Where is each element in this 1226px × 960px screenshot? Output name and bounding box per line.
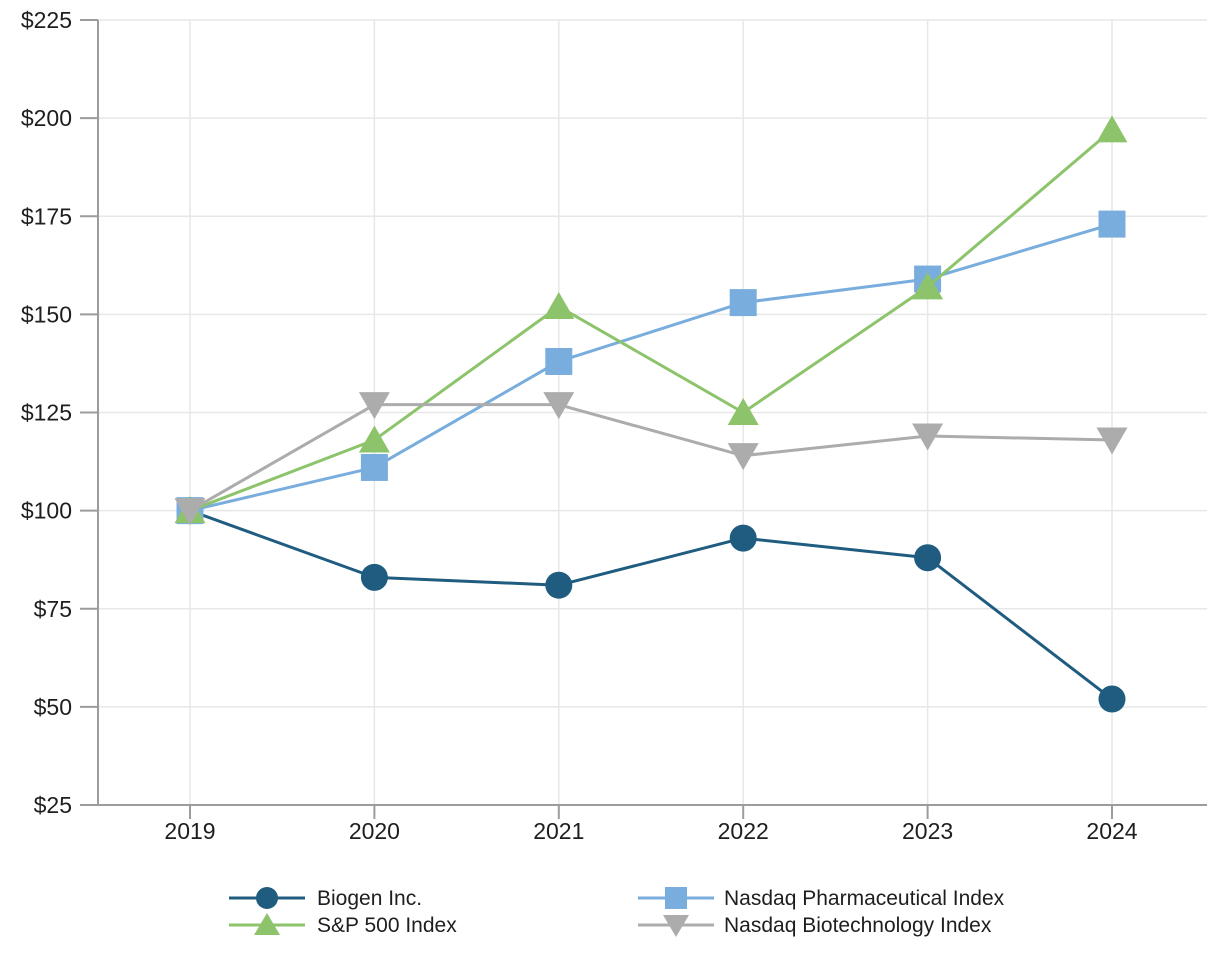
y-tick-label: $100 — [21, 498, 72, 524]
series-marker-s-p-500-index — [358, 425, 390, 453]
series-marker-biogen-inc — [1098, 685, 1126, 713]
y-tick-label: $50 — [34, 694, 72, 720]
series-line-biogen-inc — [189, 509, 1113, 701]
y-tick-label: $200 — [21, 105, 72, 131]
series-marker-s-p-500-index — [543, 292, 575, 320]
x-tick-label: 2021 — [533, 818, 584, 844]
x-tick-label: 2019 — [164, 818, 215, 844]
series-marker-nasdaq-biotechnology-index — [543, 392, 575, 420]
series-marker-nasdaq-biotechnology-index — [1096, 427, 1128, 455]
legend-marker-nasdaq-pharmaceutical-index — [665, 887, 687, 909]
x-tick-label: 2023 — [902, 818, 953, 844]
y-tick-label: $125 — [21, 400, 72, 426]
series-line-nasdaq-pharmaceutical-index — [189, 222, 1113, 513]
series-line-s-p-500-index — [189, 128, 1113, 513]
legend-label-biogen-inc: Biogen Inc. — [317, 887, 422, 910]
series-marker-nasdaq-biotechnology-index — [912, 423, 944, 451]
series-line-nasdaq-biotechnology-index — [189, 403, 1113, 512]
series-marker-nasdaq-biotechnology-index — [358, 392, 390, 420]
legend-marker-s-p-500-index — [254, 913, 280, 935]
y-tick-label: $225 — [21, 7, 72, 33]
series-marker-nasdaq-biotechnology-index — [727, 443, 759, 471]
series-marker-nasdaq-pharmaceutical-index — [729, 289, 757, 317]
series-marker-s-p-500-index — [727, 398, 759, 425]
legend-marker-nasdaq-biotechnology-index — [663, 915, 689, 937]
series-marker-nasdaq-biotechnology-index — [174, 498, 206, 526]
x-tick-label: 2020 — [349, 818, 400, 844]
series-marker-s-p-500-index — [912, 272, 944, 300]
legend-label-nasdaq-biotechnology-index: Nasdaq Biotechnology Index — [724, 914, 992, 937]
x-tick-label: 2022 — [718, 818, 769, 844]
legend-label-nasdaq-pharmaceutical-index: Nasdaq Pharmaceutical Index — [724, 887, 1005, 910]
legend-marker-biogen-inc — [256, 887, 278, 909]
y-tick-label: $150 — [21, 301, 72, 327]
x-tick-label: 2024 — [1086, 818, 1137, 844]
series-marker-nasdaq-pharmaceutical-index — [1098, 210, 1126, 238]
y-tick-label: $175 — [21, 203, 72, 229]
series-marker-biogen-inc — [545, 571, 573, 599]
series-marker-s-p-500-index — [1096, 115, 1128, 143]
series-marker-nasdaq-pharmaceutical-index — [360, 453, 388, 481]
series-marker-biogen-inc — [914, 544, 942, 572]
series-marker-nasdaq-pharmaceutical-index — [545, 347, 573, 375]
y-tick-label: $25 — [34, 792, 72, 818]
series-marker-biogen-inc — [729, 524, 757, 552]
legend-label-s-p-500-index: S&P 500 Index — [317, 914, 457, 937]
y-tick-label: $75 — [34, 596, 72, 622]
series-marker-biogen-inc — [360, 563, 388, 591]
